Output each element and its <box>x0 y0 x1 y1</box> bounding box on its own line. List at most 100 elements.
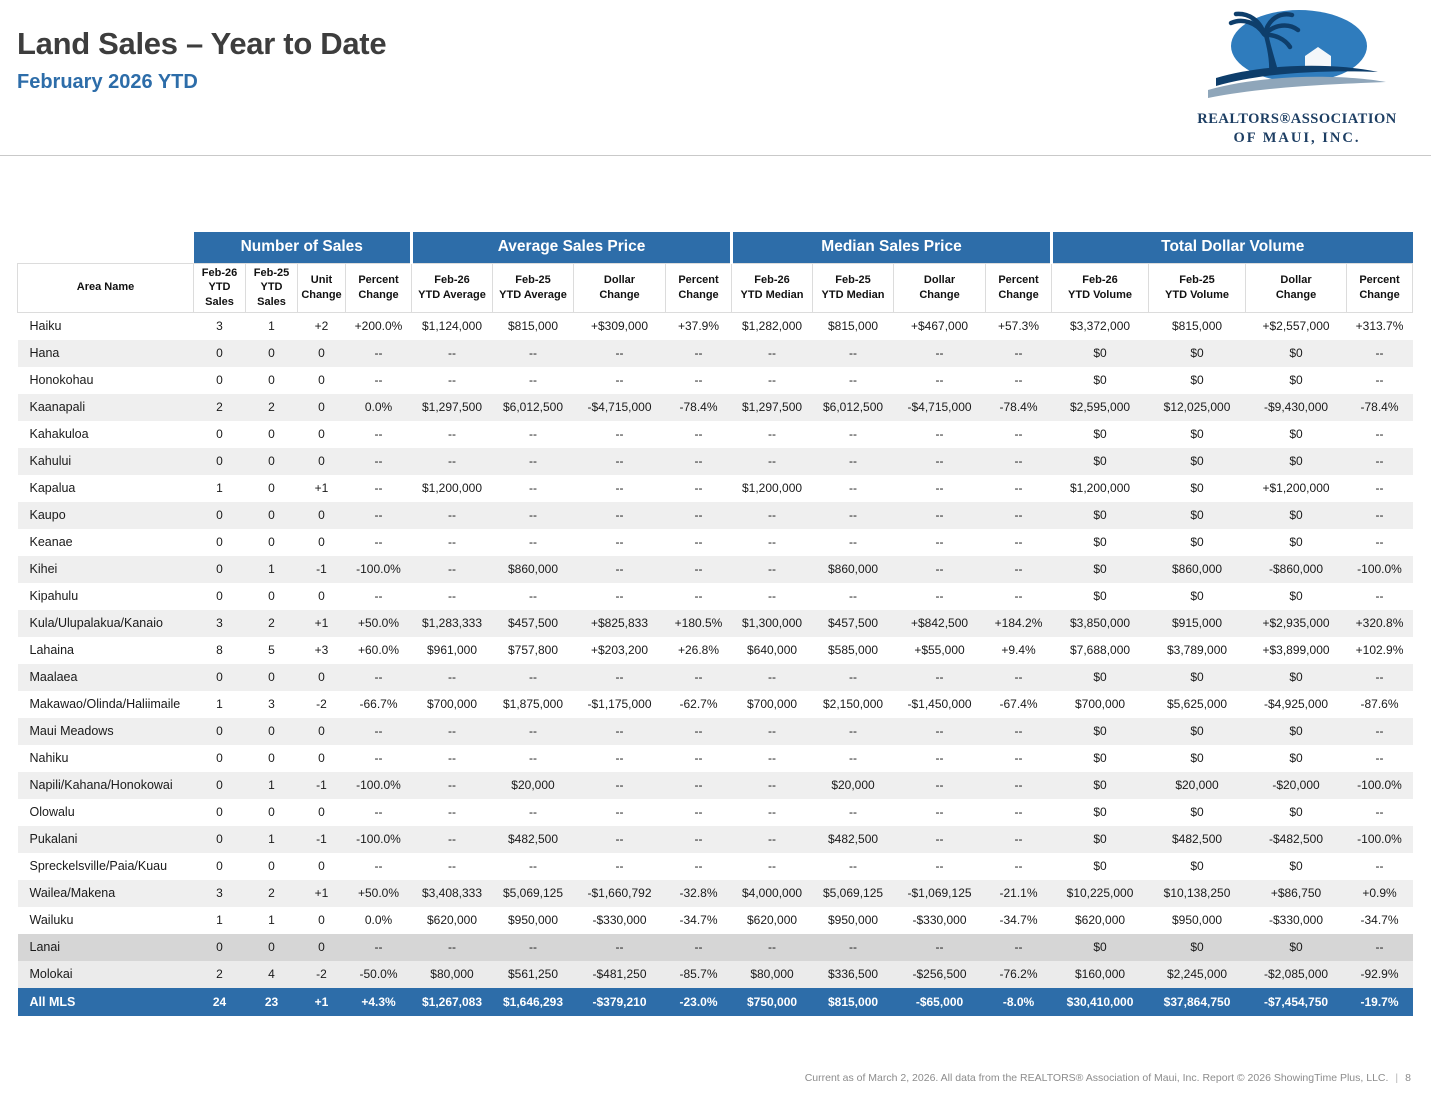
value-cell: $0 <box>1093 832 1107 847</box>
value-cell: 1 <box>268 832 275 847</box>
ram-org-name-line2: OF MAUI, INC. <box>1233 130 1361 146</box>
area-name-cell: Keanae <box>29 535 73 550</box>
value-cell: $1,646,293 <box>502 994 564 1009</box>
value-cell: -$20,000 <box>1272 778 1320 793</box>
value-cell: $1,300,000 <box>741 616 803 631</box>
value-cell: $0 <box>1289 751 1303 766</box>
area-name-cell: Olowalu <box>29 805 75 820</box>
value-cell: -100.0% <box>1357 778 1402 793</box>
value-cell: -$4,925,000 <box>1263 697 1329 712</box>
value-cell: $0 <box>1093 859 1107 874</box>
value-cell: -- <box>849 454 858 469</box>
value-cell: 0 <box>318 913 325 928</box>
value-cell: -- <box>694 346 703 361</box>
value-cell: -- <box>374 940 383 955</box>
value-cell: -- <box>1014 454 1023 469</box>
value-cell: -- <box>849 373 858 388</box>
value-cell: -- <box>1375 535 1384 550</box>
value-cell: -$330,000 <box>1268 913 1324 928</box>
value-cell: -78.4% <box>999 400 1038 415</box>
area-name-cell: Lahaina <box>29 643 75 658</box>
value-cell: -100.0% <box>1357 832 1402 847</box>
table-row: Kahului 0 0 0 -- -- -- -- -- -- -- -- -- $0 $0 $0 -- <box>17 447 1413 475</box>
table-row: Maui Meadows 0 0 0 -- -- -- -- -- -- -- -- -- $0 $0 $0 -… <box>17 717 1413 745</box>
value-cell: -1 <box>316 562 327 577</box>
value-cell: +1 <box>314 481 329 496</box>
value-cell: 0 <box>268 427 275 442</box>
value-cell: +3 <box>314 643 329 658</box>
value-cell: $37,864,750 <box>1163 994 1231 1009</box>
value-cell: 0 <box>268 508 275 523</box>
value-cell: $20,000 <box>511 778 555 793</box>
page-number: 8 <box>1405 1072 1411 1084</box>
value-cell: $1,875,000 <box>502 697 564 712</box>
value-cell: -$7,454,750 <box>1263 994 1329 1009</box>
value-cell: $700,000 <box>1074 697 1126 712</box>
value-cell: -- <box>374 670 383 685</box>
value-cell: -21.1% <box>999 886 1038 901</box>
value-cell: -- <box>849 346 858 361</box>
value-cell: 3 <box>268 697 275 712</box>
table-row: Kaupo 0 0 0 -- -- -- -- -- -- -- -- -- $0 $0 $0 -- <box>17 501 1413 529</box>
value-cell: $2,595,000 <box>1069 400 1131 415</box>
area-name-cell: Kipahulu <box>29 589 79 604</box>
value-cell: $10,225,000 <box>1066 886 1134 901</box>
value-cell: -- <box>849 805 858 820</box>
value-cell: -- <box>935 454 944 469</box>
value-cell: -- <box>935 535 944 550</box>
value-cell: 3 <box>216 886 223 901</box>
value-cell: 0 <box>268 481 275 496</box>
value-cell: 2 <box>268 400 275 415</box>
value-cell: -- <box>1014 670 1023 685</box>
value-cell: -100.0% <box>356 562 401 577</box>
value-cell: 0.0% <box>364 913 393 928</box>
value-cell: 0 <box>318 373 325 388</box>
table-row: All MLS 24 23 +1 +4.3% $1,267,083 $1,646,293 -$… <box>17 987 1413 1016</box>
value-cell: -- <box>849 427 858 442</box>
value-cell: 0 <box>318 859 325 874</box>
value-cell: $0 <box>1289 373 1303 388</box>
value-cell: -- <box>768 832 777 847</box>
value-cell: 0 <box>216 508 223 523</box>
value-cell: -$1,660,792 <box>587 886 652 901</box>
value-cell: -- <box>768 805 777 820</box>
value-cell: -- <box>1014 940 1023 955</box>
value-cell: -- <box>1375 589 1384 604</box>
value-cell: +180.5% <box>674 616 723 631</box>
value-cell: 1 <box>216 481 223 496</box>
value-cell: -- <box>935 670 944 685</box>
value-cell: 2 <box>216 400 223 415</box>
report-footer: Current as of March 2, 2026. All data fr… <box>805 1072 1411 1084</box>
value-cell: -- <box>615 724 624 739</box>
value-cell: -- <box>849 589 858 604</box>
value-cell: -- <box>529 940 537 955</box>
value-cell: -78.4% <box>1360 400 1399 415</box>
area-name-cell: Molokai <box>29 967 73 982</box>
value-cell: -- <box>1375 481 1384 496</box>
land-sales-table: Number of Sales Average Sales Price Median… <box>17 232 1414 1016</box>
value-cell: -- <box>448 346 456 361</box>
area-name-cell: Kapalua <box>29 481 76 496</box>
group-header-median-sales-price: Median Sales Price <box>730 232 1052 263</box>
column-header: Unit Change <box>297 262 346 314</box>
value-cell: 0 <box>216 562 223 577</box>
value-cell: +1 <box>314 886 329 901</box>
table-row: Lahaina 8 5 +3 +60.0% $961,000 $757,800 +$203,2… <box>17 636 1413 664</box>
value-cell: -- <box>935 751 944 766</box>
value-cell: -- <box>694 589 703 604</box>
value-cell: $0 <box>1093 454 1107 469</box>
value-cell: 0 <box>216 778 223 793</box>
value-cell: $0 <box>1093 508 1107 523</box>
value-cell: 0 <box>268 373 275 388</box>
page-subtitle: February 2026 YTD <box>17 71 198 93</box>
value-cell: $0 <box>1289 346 1303 361</box>
value-cell: -- <box>1375 859 1384 874</box>
value-cell: -- <box>448 778 456 793</box>
value-cell: -- <box>615 940 624 955</box>
value-cell: -- <box>768 940 777 955</box>
value-cell: -- <box>768 373 777 388</box>
value-cell: $0 <box>1190 346 1204 361</box>
area-name-cell: Napili/Kahana/Honokowai <box>29 778 173 793</box>
value-cell: $5,625,000 <box>1166 697 1228 712</box>
table-row: Wailea/Makena 3 2 +1 +50.0% $3,408,333 $5,069,… <box>17 879 1413 907</box>
